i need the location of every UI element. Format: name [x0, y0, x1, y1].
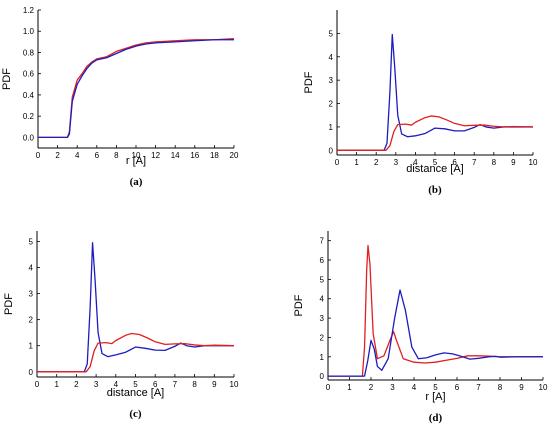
x-tick-label: 5	[133, 380, 138, 389]
panel-label: (c)	[129, 408, 142, 420]
series-line-blue	[38, 39, 234, 139]
x-tick-label: 7	[173, 380, 178, 389]
y-tick-label: 4	[329, 53, 334, 62]
x-tick-label: 7	[476, 383, 481, 392]
y-tick-label: 5	[29, 237, 34, 246]
y-tick-label: 3	[329, 76, 334, 85]
series-line-blue	[328, 289, 543, 377]
x-tick-label: 8	[498, 383, 503, 392]
y-tick-label: 2	[320, 333, 325, 342]
y-tick-label: 5	[320, 275, 325, 284]
y-tick-label: 0.6	[23, 70, 35, 79]
x-tick-label: 10	[132, 151, 141, 160]
x-tick-label: 18	[210, 151, 219, 160]
x-tick-label: 9	[519, 383, 524, 392]
x-tick-label: 6	[452, 158, 457, 167]
y-axis-label: PDF	[3, 293, 15, 315]
x-axis-label: distance [A]	[107, 387, 164, 399]
x-tick-label: 10	[230, 380, 239, 389]
x-tick-label: 4	[413, 158, 418, 167]
y-tick-label: 1.2	[23, 6, 35, 15]
x-tick-label: 4	[412, 383, 417, 392]
x-tick-label: 5	[433, 383, 438, 392]
chart-panel-1: 0 2 4 6 8 10 12 14 16 18 20 0.0 0.2 0.4 0.6 0.8 1.0 1.2 r …	[1, 6, 239, 188]
x-tick-label: 3	[94, 380, 99, 389]
y-tick-label: 0.0	[23, 133, 35, 142]
x-tick-label: 6	[153, 380, 158, 389]
x-tick-label: 9	[212, 380, 217, 389]
y-tick-label: 1	[329, 123, 334, 132]
y-tick-label: 0.2	[23, 112, 35, 121]
series-line-blue	[337, 33, 533, 151]
x-tick-label: 8	[114, 151, 119, 160]
y-tick-label: 2	[329, 100, 334, 109]
y-tick-label: 1.0	[23, 27, 35, 36]
x-tick-label: 1	[347, 383, 352, 392]
panel-label: (a)	[130, 176, 143, 188]
y-axis-label: PDF	[303, 71, 315, 93]
y-tick-label: 3	[29, 290, 34, 299]
y-tick-label: 5	[329, 29, 334, 38]
panel-label: (b)	[428, 184, 442, 196]
y-tick-label: 4	[320, 295, 325, 304]
x-tick-label: 3	[394, 158, 399, 167]
chart-panel-4: 0 1 2 3 4 5 6 7 8 9 10 0 1 2 3 4 5 6 7 r [A] PDF (d)	[293, 231, 548, 424]
x-tick-label: 2	[374, 158, 379, 167]
x-tick-label: 0	[35, 380, 40, 389]
x-tick-label: 9	[511, 158, 516, 167]
x-tick-label: 2	[369, 383, 374, 392]
x-tick-label: 3	[390, 383, 395, 392]
x-tick-label: 2	[55, 151, 60, 160]
y-tick-label: 1	[29, 342, 34, 351]
x-tick-label: 16	[190, 151, 199, 160]
y-tick-label: 0	[320, 372, 325, 381]
y-tick-label: 0	[29, 368, 34, 377]
x-tick-label: 5	[433, 158, 438, 167]
y-axis-label: PDF	[293, 294, 305, 316]
x-tick-label: 6	[95, 151, 100, 160]
y-tick-label: 0	[329, 146, 334, 155]
series-line-red	[38, 38, 235, 139]
x-axis-label: distance [A]	[406, 163, 463, 175]
x-tick-label: 0	[36, 151, 41, 160]
x-tick-label: 1	[54, 380, 59, 389]
x-tick-label: 10	[539, 383, 548, 392]
panel-label: (d)	[429, 412, 443, 424]
x-tick-label: 14	[171, 151, 180, 160]
x-tick-label: 1	[354, 158, 359, 167]
y-tick-label: 2	[29, 316, 34, 325]
series-line-red	[337, 115, 534, 151]
x-tick-label: 4	[114, 380, 119, 389]
x-tick-label: 0	[335, 158, 340, 167]
x-tick-label: 0	[326, 383, 331, 392]
y-tick-label: 0.8	[23, 48, 35, 57]
y-tick-label: 3	[320, 314, 325, 323]
x-tick-label: 8	[492, 158, 497, 167]
x-axis-label: r [A]	[126, 155, 146, 167]
series-line-red	[37, 332, 235, 373]
y-tick-label: 6	[320, 256, 325, 265]
y-axis-label: PDF	[1, 68, 13, 90]
x-tick-label: 12	[151, 151, 160, 160]
series-line-blue	[37, 242, 234, 373]
x-tick-label: 7	[472, 158, 477, 167]
y-tick-label: 1	[320, 353, 325, 362]
x-tick-label: 6	[455, 383, 460, 392]
y-tick-label: 4	[29, 264, 34, 273]
x-tick-label: 4	[75, 151, 80, 160]
x-tick-label: 8	[192, 380, 197, 389]
series-line-red	[328, 244, 543, 377]
y-tick-label: 7	[320, 237, 325, 246]
x-tick-label: 20	[230, 151, 239, 160]
x-axis-label: r [A]	[425, 391, 445, 403]
x-tick-label: 2	[74, 380, 79, 389]
y-tick-label: 0.4	[23, 91, 35, 100]
x-tick-label: 10	[529, 158, 538, 167]
